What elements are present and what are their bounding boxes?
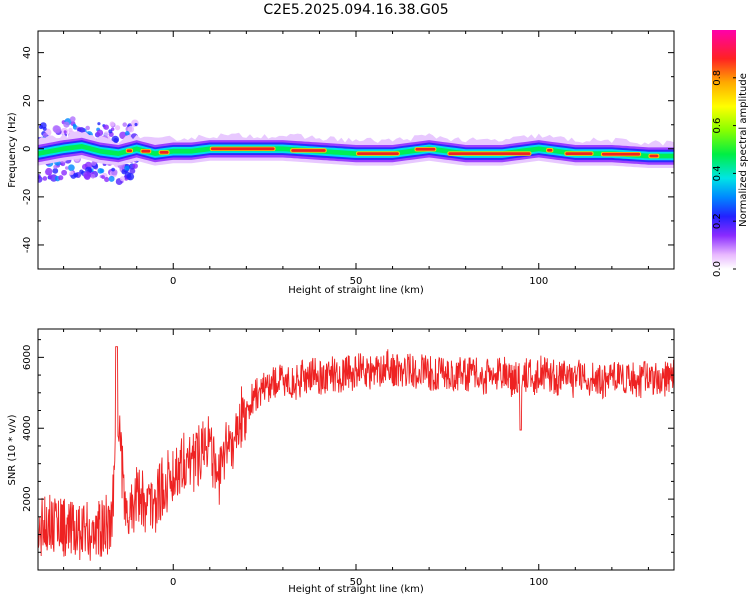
spectrogram-noise-blob	[48, 174, 53, 179]
spectrogram-noise-blob	[61, 169, 68, 176]
spectrogram-noise-blob	[97, 122, 101, 126]
spectrogram-noise-blob	[126, 172, 135, 181]
snr-y-tick-label: 4000	[22, 416, 33, 441]
spectrogram-noise-blob	[90, 173, 96, 179]
spectrogram-noise-blob	[45, 167, 53, 176]
spectrogram-noise-blob	[42, 126, 47, 131]
spectrogram-noise-blob	[114, 125, 121, 131]
spectrogram-peak-segment	[565, 152, 593, 156]
spectrogram-peak-segment	[415, 147, 436, 151]
spectrogram-noise-blob	[73, 172, 79, 178]
spectrogram-peak-segment	[141, 149, 151, 153]
spectrogram-noise-blob	[42, 176, 48, 181]
spectrogram-x-tick-label: 0	[170, 276, 176, 287]
spectrogram-peak-segment	[159, 151, 169, 154]
spectrogram-noise-blob	[134, 122, 138, 127]
spectrogram-peaks	[125, 146, 660, 159]
snr-y-tick-label: 6000	[22, 345, 33, 370]
snr-ticks: 0 50 100 2000 4000 6000	[22, 329, 674, 588]
spectrogram-noise-blob	[67, 164, 75, 172]
snr-x-axis-label: Height of straight line (km)	[288, 584, 424, 595]
spectrogram-noise-blob	[103, 131, 109, 137]
spectrogram-noise-blob	[96, 129, 104, 137]
spectrogram-noise-blob	[69, 170, 74, 176]
snr-plot-area	[38, 346, 674, 561]
colorbar-tick-label: 0.6	[712, 118, 723, 134]
spectrogram-band	[38, 144, 674, 159]
spectrogram-x-tick-label: 100	[529, 276, 548, 287]
snr-y-axis-label: SNR (10 * v/v)	[7, 414, 18, 485]
spectrogram-y-tick-label: 40	[22, 46, 33, 59]
colorbar-tick-label: 0.4	[712, 165, 723, 181]
spectrogram-noise-blob	[99, 168, 105, 174]
spectrogram-noise-blob	[127, 125, 135, 133]
spectrogram-noise-blob	[53, 125, 62, 134]
spectrogram-peak-segment	[547, 148, 553, 152]
spectrogram-noise-blob	[58, 175, 64, 181]
spectrogram-noise-blob	[109, 121, 115, 127]
colorbar: 0.0 0.2 0.4 0.6 0.8 Normalized spectral ampl…	[712, 30, 749, 277]
spectrogram-noise-blob	[72, 123, 77, 128]
spectrogram-peak-segment	[210, 147, 275, 151]
colorbar-label: Normalized spectral amplitude	[738, 73, 749, 227]
spectrogram-noise-blob	[101, 175, 105, 179]
colorbar-tick-label: 0.8	[712, 70, 723, 86]
spectrogram-y-axis-label: Frequency (Hz)	[7, 112, 18, 188]
spectrogram-noise-blob	[132, 163, 138, 169]
spectrogram-y-tick-label: 20	[22, 94, 33, 107]
snr-x-tick-label: 0	[170, 577, 176, 588]
spectrogram-x-tick-label: 50	[350, 276, 363, 287]
spectrogram-noise-blob	[113, 138, 119, 143]
snr-x-tick-label: 50	[350, 577, 363, 588]
spectrogram-noise-blob	[111, 167, 115, 172]
spectrogram-noise-blob	[63, 130, 67, 134]
spectrogram-noise-blob	[85, 125, 90, 131]
spectrogram-noise-blob	[53, 164, 58, 170]
spectrogram-noise-blob	[129, 168, 136, 174]
snr-y-tick-label: 2000	[22, 486, 33, 511]
spectrogram-peak-segment	[448, 152, 531, 156]
chart-title: C2E5.2025.094.16.38.G05	[263, 2, 449, 18]
colorbar-ticks: 0.0 0.2 0.4 0.6 0.8	[712, 70, 736, 277]
spectrogram-noise-blob	[104, 177, 110, 183]
spectrogram-noise-blob	[52, 167, 59, 174]
spectrogram-noise-blob	[124, 131, 130, 136]
spectrogram-noise-blob	[108, 175, 115, 182]
spectrogram-noise-blob	[122, 122, 127, 127]
colorbar-tick-label: 0.2	[712, 213, 723, 229]
spectrogram-noise-blob	[69, 116, 76, 122]
colorbar-tick-label: 0.0	[712, 261, 723, 277]
spectrogram-peak-segment	[291, 149, 326, 152]
spectrogram-ticks: 0 50 100 -40 -20 0 20 40	[22, 31, 674, 287]
spectrogram-noise-blob	[42, 132, 48, 138]
spectrogram-noise-blob	[65, 166, 69, 170]
spectrogram-noise-blob	[83, 171, 91, 180]
spectrogram-noise-blob	[63, 121, 70, 128]
spectrogram-noise-blob	[108, 129, 113, 134]
spectrogram-peak-segment	[357, 152, 399, 156]
colorbar-gradient	[712, 30, 736, 269]
spectrogram-panel: 0 50 100 -40 -20 0 20 40 Height of straight lin…	[7, 30, 675, 296]
snr-x-tick-label: 100	[529, 577, 548, 588]
snr-series-line	[38, 346, 674, 561]
spectrogram-noise-blob	[79, 169, 84, 174]
spectrogram-y-tick-label: 0	[22, 146, 33, 152]
spectrogram-peak-segment	[649, 154, 659, 158]
spectrogram-peak-segment	[126, 149, 133, 153]
spectrogram-noise-blob	[38, 173, 41, 179]
spectrogram-y-tick-label: -40	[22, 237, 33, 253]
spectrogram-x-axis-label: Height of straight line (km)	[288, 285, 424, 296]
snr-panel: 0 50 100 2000 4000 6000 Height of straight li…	[7, 328, 675, 595]
spectrogram-peak-segment	[601, 152, 641, 156]
spectrogram-y-tick-label: -20	[22, 189, 33, 205]
spectrogram-noise-blob	[119, 176, 126, 182]
spectrogram-noise-blob	[124, 165, 130, 171]
spectrogram-noise-blob	[38, 124, 44, 130]
spectrogram-noise-blob	[103, 124, 109, 130]
spectrogram-plot-area	[38, 116, 674, 186]
